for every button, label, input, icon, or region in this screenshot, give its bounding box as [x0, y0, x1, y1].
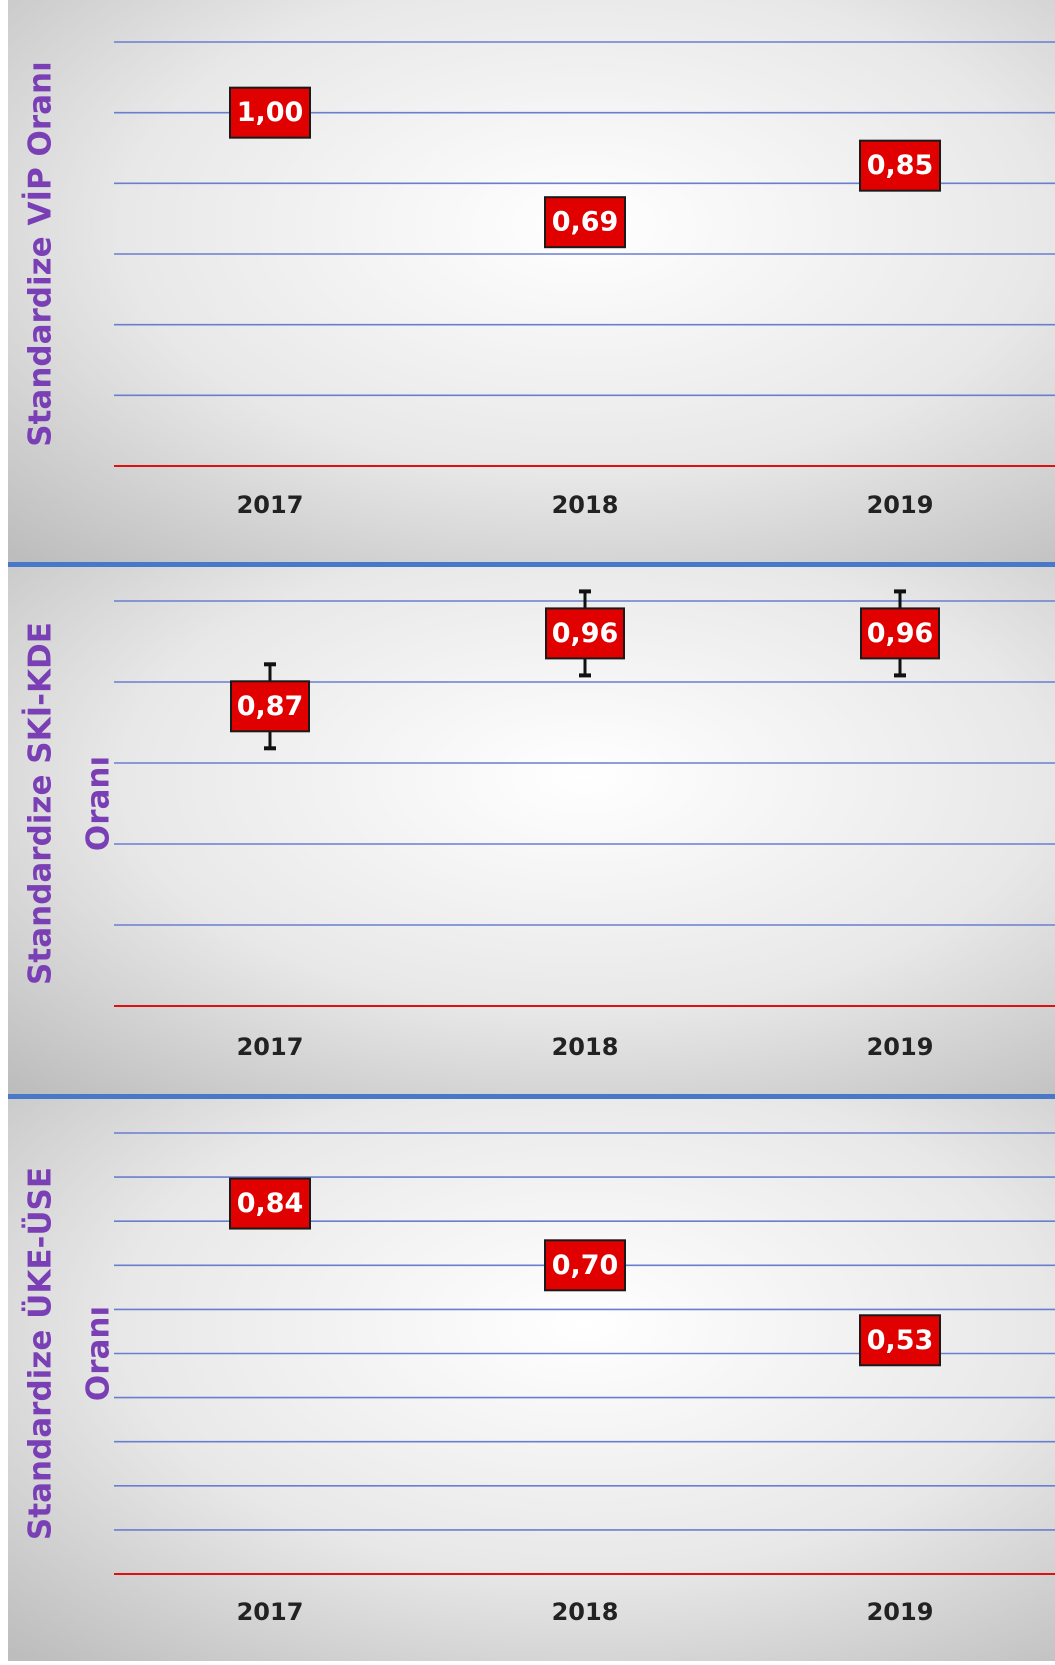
data-label: 0,70: [552, 1250, 619, 1281]
data-point-box: [545, 607, 625, 660]
chart-panel-3: Standardize ÜKE-ÜSE Oranı 2017 2018 2019 0,84…: [8, 1099, 1055, 1661]
y-axis-title-line-2: Oranı: [81, 1306, 117, 1401]
data-label: 0,69: [552, 207, 619, 238]
data-point-box: [544, 1239, 626, 1292]
panel-separator: [8, 1093, 1055, 1099]
x-tick-label: 2017: [237, 1033, 304, 1061]
y-axis-title: Standardize ÜKE-ÜSE: [22, 1167, 59, 1540]
data-label: 1,00: [237, 97, 304, 128]
panel-background: [8, 0, 1055, 562]
x-tick-label: 2018: [552, 491, 619, 519]
data-point-box: [860, 607, 940, 660]
data-point-box: [859, 1314, 941, 1367]
panel-separator: [8, 562, 1055, 568]
x-tick-label: 2018: [552, 1598, 619, 1626]
data-label: 0,85: [867, 150, 934, 181]
panel-background: [8, 1099, 1055, 1661]
x-tick-label: 2017: [237, 1598, 304, 1626]
data-point-box: [229, 1177, 311, 1230]
y-axis-title: Standardize VİP Oranı: [23, 61, 59, 447]
data-label: 0,96: [867, 618, 934, 649]
x-tick-label: 2018: [552, 1033, 619, 1061]
data-point-box: [230, 680, 310, 733]
chart-panel-2: Standardize SKİ-KDE Oranı 2017 2018 2019 0,87…: [8, 567, 1055, 1094]
y-axis-title: Standardize SKİ-KDE: [23, 622, 59, 985]
data-label: 0,87: [237, 691, 304, 722]
data-label: 0,96: [552, 618, 619, 649]
x-tick-label: 2019: [867, 491, 934, 519]
x-tick-label: 2019: [867, 1033, 934, 1061]
x-tick-label: 2019: [867, 1598, 934, 1626]
data-point-box: [859, 139, 941, 192]
data-point-box: [544, 196, 626, 249]
y-axis-title-line-2: Oranı: [81, 756, 117, 851]
chart-panel-1: Standardize VİP Oranı 2017 2018 2019 1,00 0,6…: [8, 0, 1055, 562]
data-label: 0,53: [867, 1325, 934, 1356]
x-tick-label: 2017: [237, 491, 304, 519]
data-point-box: [229, 86, 311, 139]
data-label: 0,84: [237, 1188, 304, 1219]
